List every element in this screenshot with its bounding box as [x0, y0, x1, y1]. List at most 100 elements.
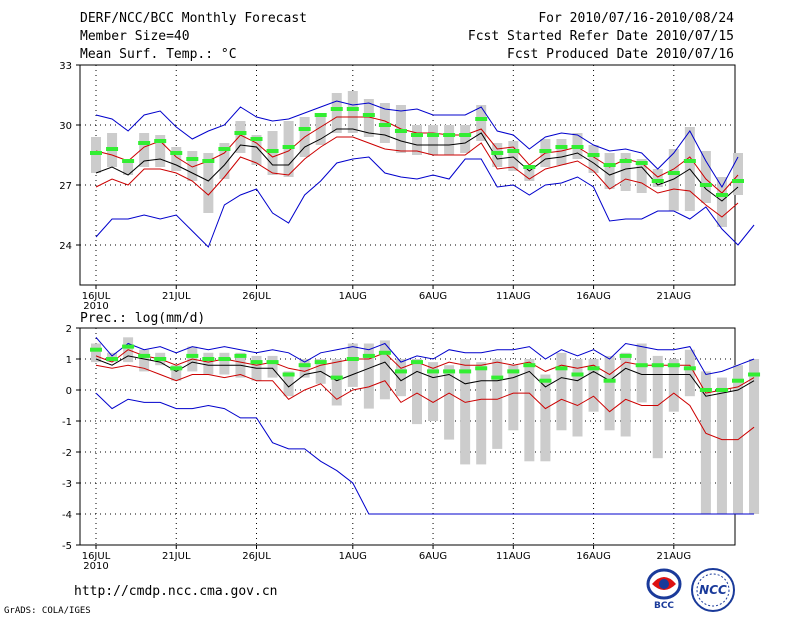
prec-spread-box	[331, 359, 342, 406]
temp-xtick-label: 16JUL	[82, 291, 111, 302]
temp-median-marker	[667, 171, 680, 175]
prec-median-marker	[507, 369, 520, 374]
temp-median-marker	[154, 139, 167, 143]
temp-median-marker	[282, 145, 295, 149]
prec-median-marker	[715, 388, 728, 392]
temp-median-marker	[266, 149, 279, 153]
temp-spread-box	[235, 121, 246, 153]
prec-median-marker	[459, 369, 472, 374]
prec-median-marker	[411, 360, 423, 365]
source-url[interactable]: http://cmdp.ncc.cma.gov.cn	[74, 584, 278, 599]
prec-spread-box	[476, 362, 487, 465]
ncc-logo: NCC	[691, 568, 735, 612]
temp-ytick-label: 27	[59, 181, 72, 192]
temp-median-marker	[571, 145, 584, 149]
temp-median-marker	[394, 129, 407, 133]
temp-median-marker	[298, 127, 311, 131]
temp-median-marker	[202, 159, 215, 163]
prec-ytick-label: 1	[66, 355, 72, 366]
member-size-label: Member Size=40	[80, 29, 190, 44]
prec-median-marker	[362, 353, 375, 358]
prec-median-marker	[635, 363, 648, 368]
temp-median-marker	[346, 107, 359, 111]
temp-spread-box	[219, 143, 230, 179]
temp-median-marker	[378, 123, 391, 127]
temp-spread-box	[315, 113, 326, 145]
temp-spread-box	[524, 165, 535, 181]
temp-series-min	[95, 156, 755, 248]
prec-spread-box	[299, 359, 310, 378]
prec-spread-box	[572, 359, 583, 437]
temp-median-marker	[491, 151, 504, 155]
prec-median-marker	[555, 366, 568, 371]
prec-spread-box	[283, 371, 294, 397]
prec-median-marker	[154, 357, 167, 361]
ncc-logo-text: NCC	[699, 583, 727, 597]
prec-spread-box	[620, 352, 631, 437]
prec-spread-box	[219, 352, 230, 375]
prec-series-mean	[95, 355, 755, 397]
temp-median-marker	[507, 149, 520, 153]
temp-spread-box	[508, 141, 519, 171]
prec-spread-box	[444, 365, 455, 440]
temp-median-marker	[699, 183, 712, 187]
temp-series-mean	[95, 128, 739, 202]
prec-spread-box	[428, 362, 439, 421]
temp-median-marker	[218, 147, 231, 151]
prec-spread-box	[267, 355, 278, 378]
prec-spread-box	[363, 343, 374, 409]
prec-spread-box	[460, 359, 471, 465]
temp-median-marker	[90, 151, 102, 155]
prec-median-marker	[122, 344, 135, 349]
prec-median-marker	[732, 378, 744, 383]
temp-spread-box	[444, 125, 455, 155]
temp-median-marker	[539, 149, 552, 153]
temp-median-marker	[603, 163, 616, 167]
precip-panel-title: Prec.: log(mm/d)	[80, 311, 205, 326]
prec-median-marker	[186, 353, 199, 358]
prec-ytick-label: -4	[62, 510, 72, 521]
temp-xtick-label: 11AUG	[496, 291, 531, 302]
temp-median-marker	[427, 133, 440, 137]
prec-median-marker	[491, 375, 504, 380]
temp-median-marker	[459, 133, 472, 137]
temp-xtick-label: 6AUG	[419, 291, 447, 302]
temp-median-marker	[411, 133, 423, 137]
prec-median-marker	[346, 357, 359, 361]
temp-spread-box	[652, 169, 663, 187]
temp-median-marker	[732, 179, 744, 183]
temp-spread-box	[588, 145, 599, 173]
prec-median-marker	[138, 353, 151, 358]
prec-xtick-label: 21JUL	[162, 551, 191, 562]
precipitation-panel: -5 -4 -3 -2 -1 0 1 2 16JUL 21JUL 26JUL 1AUG 6AUG 11AU…	[62, 324, 761, 572]
temp-median-marker	[651, 179, 664, 183]
temp-spread-box	[620, 153, 631, 191]
temp-median-marker	[683, 159, 696, 163]
temp-spread-box	[412, 125, 422, 155]
temp-median-marker	[250, 137, 263, 141]
prec-xtick-label: 16AUG	[576, 551, 611, 562]
temp-median-marker	[362, 113, 375, 117]
prec-median-marker	[202, 357, 215, 361]
temp-xtick-label: 26JUL	[242, 291, 271, 302]
temp-spread-box	[203, 153, 214, 213]
prec-xtick-label: 16JUL	[82, 551, 111, 562]
prec-median-marker	[587, 366, 600, 371]
temp-median-marker	[234, 131, 247, 135]
temp-spread-box	[347, 91, 358, 133]
prec-spread-box	[700, 371, 711, 514]
temp-spread-box	[668, 149, 679, 211]
temp-median-marker	[122, 159, 135, 163]
prec-median-marker	[603, 378, 616, 383]
temp-year-label: 2010	[83, 301, 108, 312]
prec-ytick-label: 0	[66, 386, 72, 397]
temp-spread-box	[700, 151, 711, 203]
temp-xtick-label: 1AUG	[339, 291, 367, 302]
temp-median-marker	[715, 193, 728, 197]
variable-label: Mean Surf. Temp.: °C	[80, 47, 237, 62]
bcc-logo: BCC	[646, 568, 682, 610]
temp-median-marker	[186, 157, 199, 161]
prec-spread-box	[203, 352, 214, 375]
prec-ytick-label: -1	[62, 417, 72, 428]
prec-median-marker	[218, 357, 231, 361]
